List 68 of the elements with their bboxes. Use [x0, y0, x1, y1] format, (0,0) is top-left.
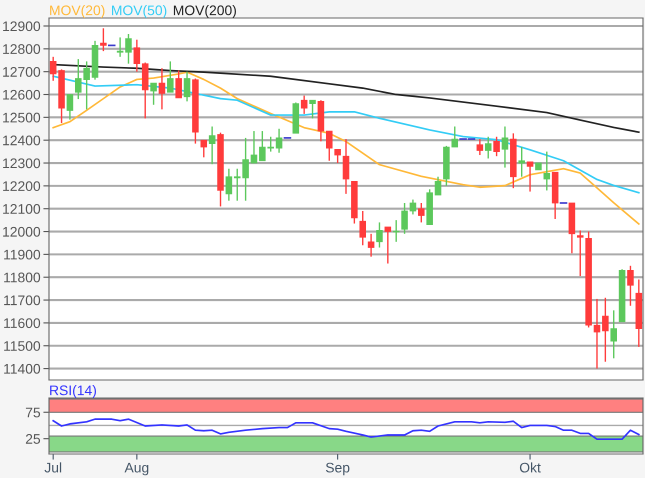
line-series [52, 418, 640, 440]
text: MOV(50) [112, 5, 166, 18]
candlestick [384, 226, 392, 264]
y-tick-label: 12900 [3, 21, 40, 32]
y-tick-label: 12500 [3, 112, 40, 123]
candlestick [368, 233, 374, 258]
x-tick-label: Okt [520, 462, 541, 473]
y-tick-label: 12700 [3, 67, 40, 77]
y-tick-label: 12200 [3, 181, 40, 192]
candlestick [50, 56, 56, 82]
candlestick [610, 310, 617, 359]
candlestick [518, 146, 525, 178]
candlestick [167, 60, 174, 93]
candlestick [175, 70, 182, 99]
y-tick-label: 11500 [4, 341, 40, 351]
candlestick [392, 219, 400, 243]
x-tick-label: Sep [326, 462, 350, 476]
candlestick [326, 130, 333, 162]
candlestick [267, 136, 274, 152]
y-tick-label: 75 [26, 408, 40, 418]
line-series [52, 71, 640, 225]
candlestick [259, 130, 266, 162]
candlestick [134, 39, 140, 72]
series-label: RSI(14) [50, 385, 96, 398]
candlestick [484, 136, 492, 160]
y-tick-label: 11400 [4, 364, 40, 374]
candlestick [502, 126, 508, 168]
candlestick [342, 138, 350, 195]
candlestick [627, 265, 634, 306]
candlestick [208, 126, 216, 165]
text: MOV(200) [174, 5, 236, 18]
candlestick [276, 128, 282, 154]
candlestick [226, 168, 232, 202]
candlestick [158, 68, 166, 110]
candlestick [376, 222, 383, 248]
candlestick [434, 176, 442, 196]
y-tick-label: 12000 [3, 226, 40, 237]
y-tick-label: 25 [26, 434, 40, 444]
candlestick [75, 58, 82, 100]
candlestick [476, 138, 484, 156]
x-tick-label: Jul [44, 462, 62, 473]
y-tick-label: 11900 [4, 250, 40, 260]
candlestick [576, 230, 584, 277]
candlestick [100, 28, 107, 52]
y-tick-label: 12300 [3, 158, 40, 168]
x-tick-label: Aug [124, 462, 148, 476]
candlestick [334, 148, 341, 164]
candlestick [200, 139, 208, 158]
candlestick [150, 82, 157, 106]
y-tick-label: 11600 [4, 318, 40, 328]
candlestick [493, 136, 500, 157]
line-series [52, 75, 640, 194]
candlestick [418, 202, 425, 224]
y-tick-label: 12100 [3, 204, 40, 214]
y-tick-label: 11800 [4, 272, 40, 282]
candlestick [66, 94, 74, 120]
text: MOV(20) [50, 5, 104, 18]
y-tick-label: 11700 [4, 295, 40, 306]
candlestick [184, 70, 190, 102]
candlestick [309, 100, 316, 120]
y-tick-label: 12400 [3, 136, 40, 146]
candlestick [544, 150, 550, 192]
candlestick [359, 210, 366, 246]
candlestick [300, 94, 308, 115]
candlestick [526, 161, 534, 192]
y-tick-label: 12600 [3, 90, 40, 100]
y-tick-label: 12800 [3, 44, 40, 54]
candlestick [451, 126, 458, 148]
